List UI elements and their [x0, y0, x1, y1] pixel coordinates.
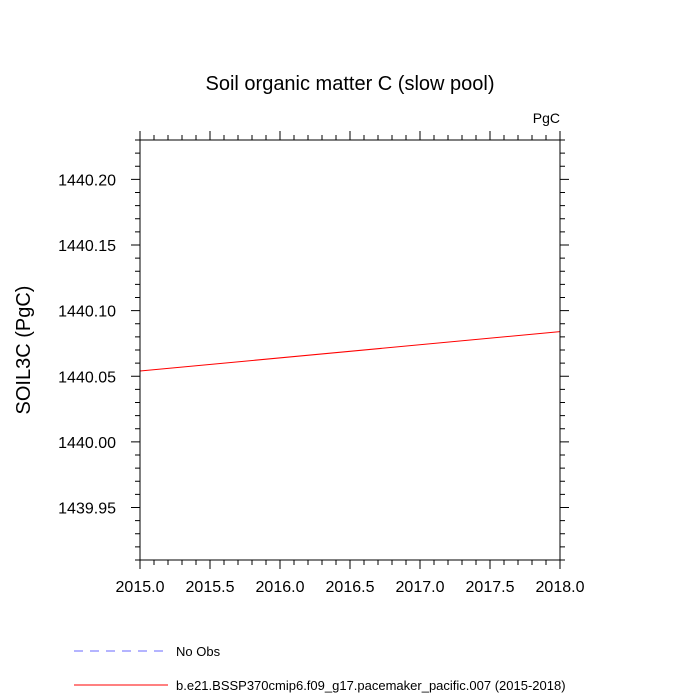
- y-axis-label: SOIL3C (PgC): [13, 286, 35, 415]
- series-line-1: [139, 331, 561, 372]
- y-tick-label: 1440.20: [58, 172, 116, 189]
- y-tick-label: 1440.05: [58, 369, 116, 386]
- chart-title: Soil organic matter C (slow pool): [206, 73, 495, 95]
- units-label: PgC: [533, 110, 560, 126]
- y-tick-label: 1440.15: [58, 238, 116, 255]
- legend-label-0: No Obs: [176, 644, 221, 659]
- x-tick-label: 2017.0: [396, 579, 445, 596]
- x-tick-label: 2016.5: [326, 579, 375, 596]
- x-tick-label: 2016.0: [256, 579, 305, 596]
- y-tick-label: 1440.10: [58, 304, 116, 321]
- x-tick-label: 2015.0: [116, 579, 165, 596]
- x-tick-label: 2017.5: [466, 579, 515, 596]
- x-tick-label: 2015.5: [186, 579, 235, 596]
- plot-frame: [139, 139, 561, 561]
- legend-label-1: b.e21.BSSP370cmip6.f09_g17.pacemaker_pac…: [176, 678, 566, 693]
- ticks-layer: 2015.0 2015.5 2016.0 2016.5 2017.0 2017.5 2018…: [58, 131, 585, 596]
- legend: No Obs b.e21.BSSP370cmip6.f09_g17.pacemak…: [74, 644, 566, 693]
- x-tick-label: 2018.0: [536, 579, 585, 596]
- y-tick-label: 1439.95: [58, 501, 116, 518]
- y-tick-label: 1440.00: [58, 435, 116, 452]
- series-layer: [139, 331, 561, 372]
